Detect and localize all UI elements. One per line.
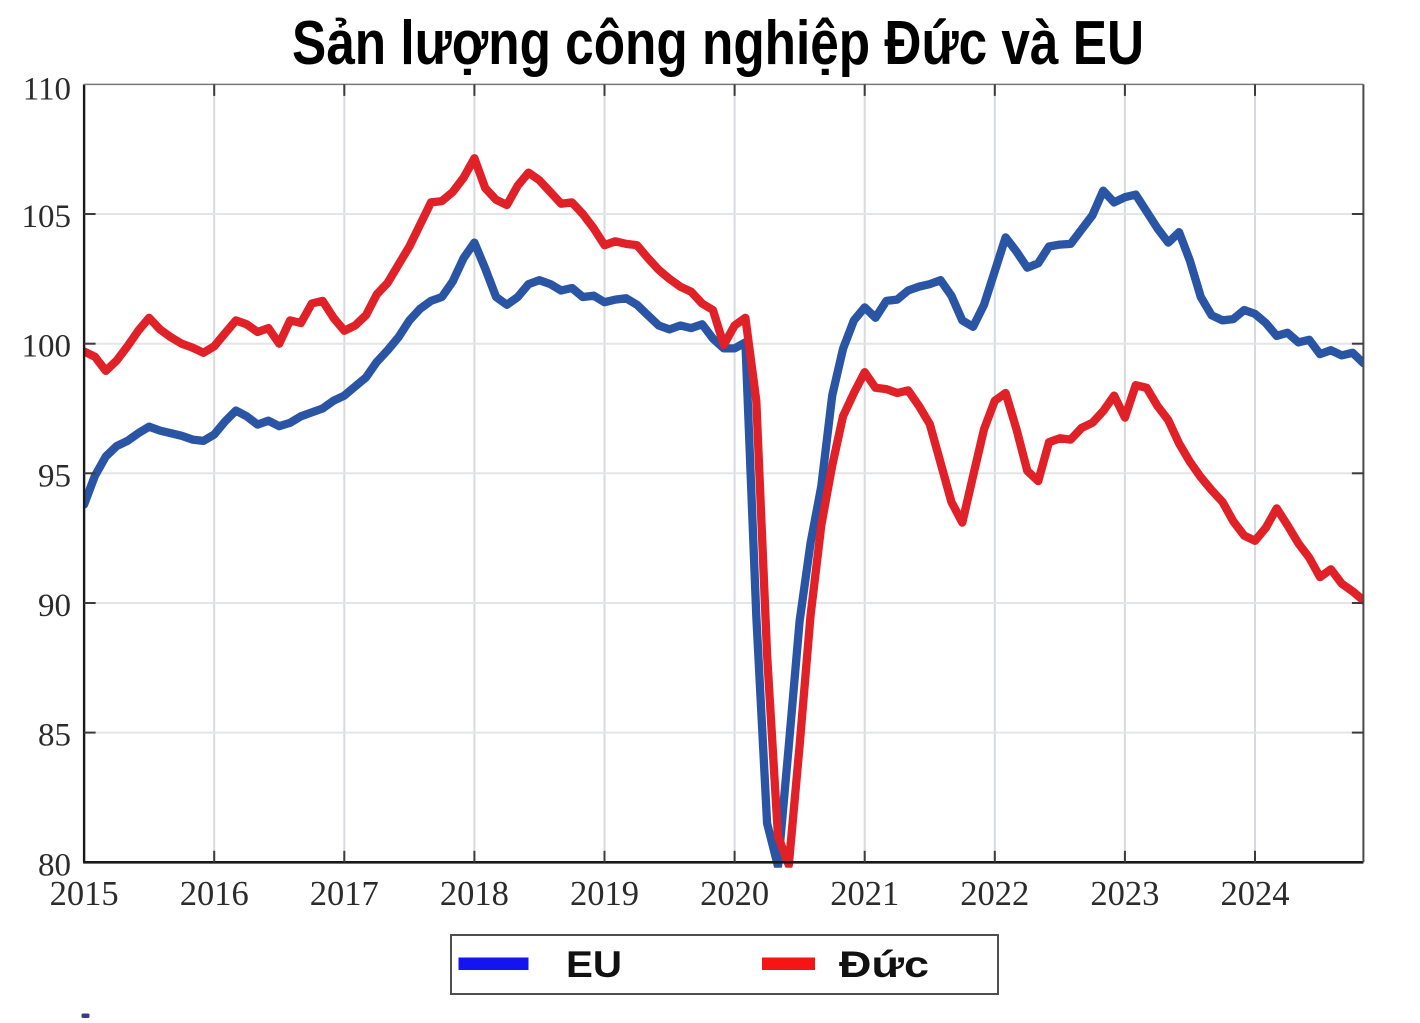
svg-text:2024: 2024 [1221, 875, 1290, 913]
svg-text:2017: 2017 [310, 875, 379, 913]
svg-text:2018: 2018 [440, 875, 509, 913]
svg-text:100: 100 [22, 329, 72, 365]
svg-text:95: 95 [38, 458, 71, 494]
svg-text:90: 90 [38, 588, 71, 624]
svg-text:2023: 2023 [1090, 875, 1159, 913]
svg-text:2020: 2020 [700, 875, 769, 913]
svg-text:85: 85 [38, 718, 71, 754]
svg-text:2019: 2019 [570, 875, 639, 913]
svg-text:80: 80 [38, 847, 71, 883]
svg-text:2015: 2015 [50, 875, 119, 913]
svg-text:Sản lượng công nghiệp Đức và E: Sản lượng công nghiệp Đức và EU [292, 9, 1144, 78]
svg-text:2022: 2022 [960, 875, 1029, 913]
svg-text:105: 105 [22, 199, 72, 235]
svg-text:2021: 2021 [830, 875, 899, 913]
svg-text:110: 110 [23, 72, 71, 108]
svg-text:Đức: Đức [839, 944, 929, 985]
svg-text:2016: 2016 [180, 875, 249, 913]
svg-text:EU: EU [566, 944, 622, 985]
